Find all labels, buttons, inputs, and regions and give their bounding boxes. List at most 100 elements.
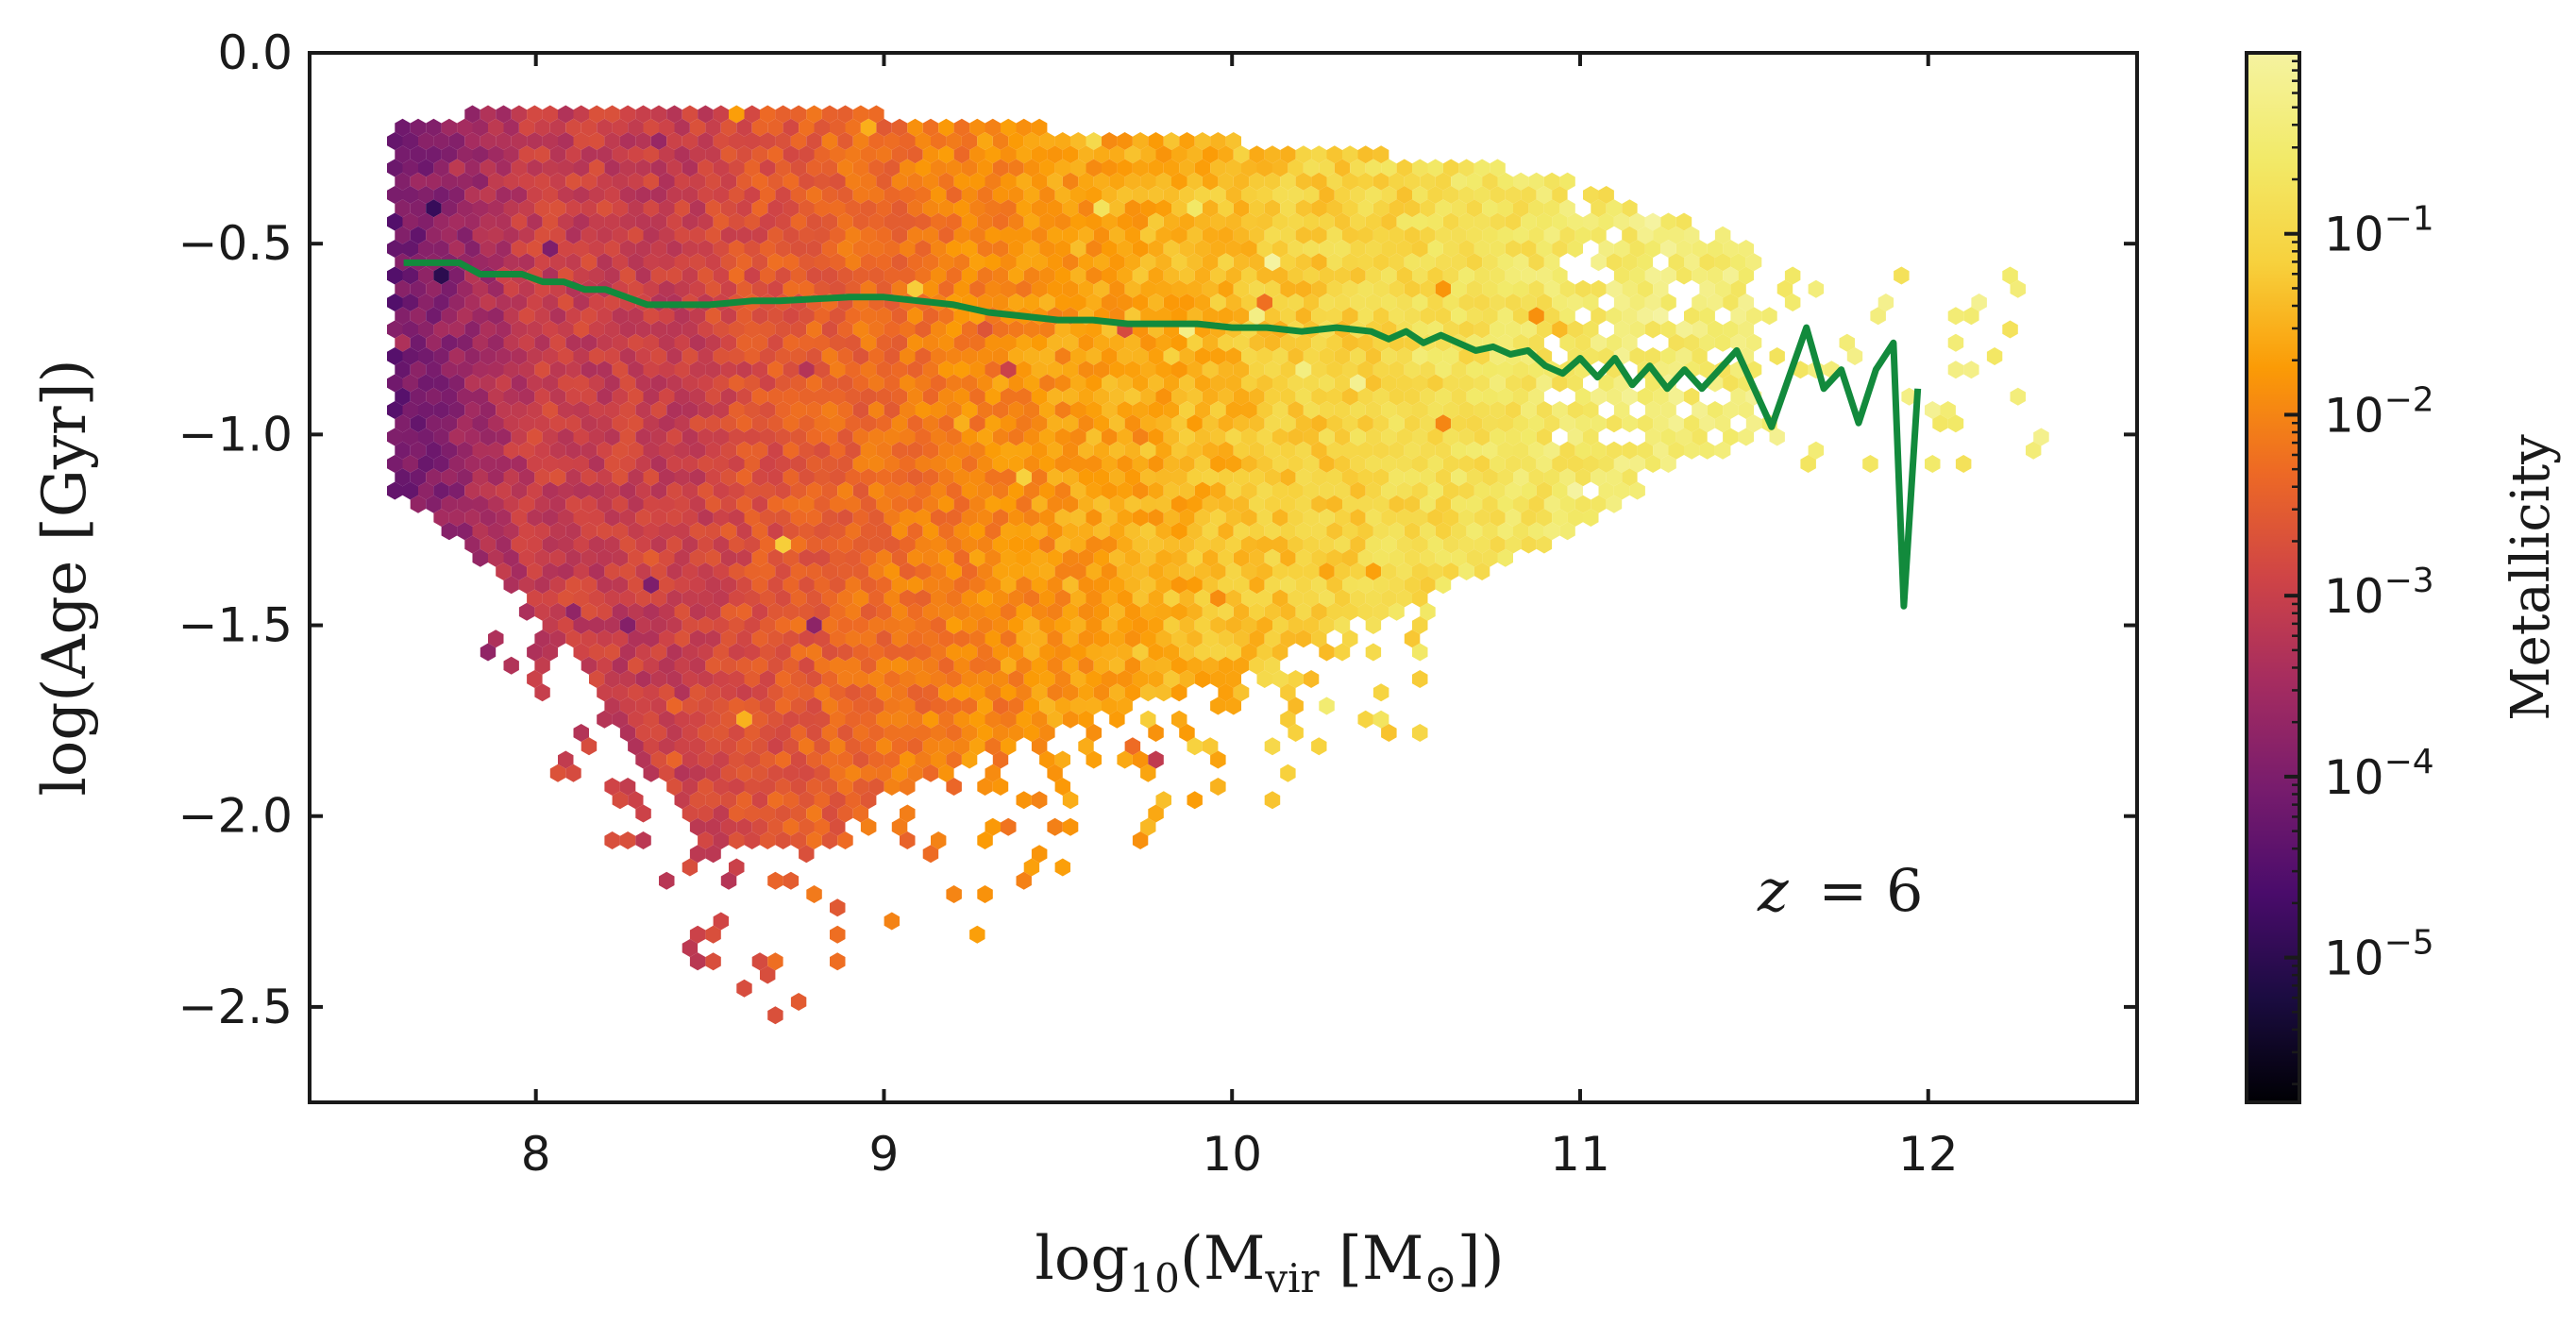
hexbin-cell: [1086, 266, 1102, 285]
hexbin-cell: [1350, 374, 1366, 393]
hexbin-cell: [783, 199, 800, 218]
hexbin-cell: [1311, 361, 1327, 379]
hexbin-cell: [767, 1006, 783, 1025]
hexbin-cell: [604, 535, 620, 554]
hexbin-cell: [1334, 643, 1351, 662]
hexbin-cell: [597, 656, 613, 675]
hexbin-cell: [860, 468, 877, 487]
hexbin-cell: [977, 509, 993, 527]
hexbin-cell: [565, 576, 581, 595]
hexbin-cell: [418, 374, 434, 393]
hexbin-cell: [1117, 374, 1133, 393]
hexbin-cell: [720, 441, 737, 460]
hexbin-cell: [1451, 441, 1467, 460]
hexbin-cell: [1288, 562, 1304, 580]
hexbin-cell: [1264, 333, 1281, 352]
hexbin-cell: [1132, 589, 1149, 608]
hexbin-cell: [1427, 562, 1443, 580]
hexbin-cell: [635, 401, 651, 419]
hexbin-cell: [1023, 697, 1040, 715]
hexbin-cell: [1202, 387, 1219, 406]
hexbin-cell: [558, 374, 574, 393]
hexbin-cell: [860, 522, 877, 541]
hexbin-cell: [1249, 279, 1265, 298]
hexbin-cell: [1210, 562, 1226, 580]
hexbin-cell: [931, 697, 947, 715]
hexbin-cell: [581, 441, 598, 460]
hexbin-cell: [931, 750, 947, 769]
hexbin-cell: [845, 710, 861, 729]
hexbin-cell: [1334, 455, 1351, 473]
hexbin-cell: [1093, 279, 1110, 298]
hexbin-cell: [1031, 253, 1048, 272]
hexbin-cell: [1925, 455, 1941, 473]
hexbin-cell: [488, 441, 504, 460]
hexbin-cell: [1086, 562, 1102, 580]
hexbin-cell: [565, 199, 581, 218]
hexbin-cell: [1280, 441, 1296, 460]
hexbin-cell: [1272, 294, 1288, 311]
hexbin-cell: [472, 361, 488, 379]
hexbin-cell: [448, 347, 465, 365]
hexbin-cell: [1210, 132, 1226, 150]
hexbin-cell: [713, 670, 729, 688]
hexbin-cell: [953, 307, 970, 326]
hexbin-cell: [961, 589, 978, 608]
hexbin-cell: [922, 656, 939, 675]
hexbin-cell: [1140, 495, 1156, 513]
hexbin-cell: [1404, 441, 1421, 460]
hexbin-cell: [457, 199, 473, 218]
hexbin-cell: [643, 172, 659, 191]
hexbin-cell: [985, 172, 1001, 191]
hexbin-cell: [775, 562, 791, 580]
hexbin-cell: [720, 145, 737, 164]
hexbin-cell: [767, 683, 783, 702]
hexbin-cell: [1117, 670, 1133, 688]
hexbin-cell: [891, 118, 908, 137]
hexbin-cell: [720, 333, 737, 352]
hexbin-cell: [1389, 414, 1405, 433]
hexbin-cell: [682, 697, 699, 715]
hexbin-cell: [1001, 226, 1017, 244]
hexbin-cell: [1163, 347, 1180, 365]
hexbin-cell: [705, 199, 721, 218]
hexbin-cell: [689, 764, 706, 782]
hexbin-cell: [1947, 414, 1964, 433]
hexbin-cell: [1536, 212, 1553, 231]
hexbin-cell: [736, 629, 752, 648]
hexbin-cell: [1233, 226, 1250, 244]
hexbin-cell: [589, 294, 605, 311]
hexbin-cell: [518, 253, 535, 272]
hexbin-cell: [1280, 145, 1296, 164]
hexbin-cell: [1319, 428, 1335, 446]
hexbin-cell: [573, 320, 589, 339]
hexbin-cell: [457, 118, 473, 137]
hexbin-cell: [1225, 374, 1241, 393]
hexbin-cell: [1163, 589, 1180, 608]
hexbin-cell: [1513, 414, 1529, 433]
hexbin-cell: [891, 361, 908, 379]
hexbin-cell: [1109, 333, 1125, 352]
hexbin-cell: [643, 279, 659, 298]
hexbin-cell: [1031, 495, 1048, 513]
hexbin-cell: [511, 132, 528, 150]
hexbin-cell: [1078, 226, 1094, 244]
hexbin-cell: [534, 522, 550, 541]
hexbin-cell: [884, 724, 900, 742]
hexbin-cell: [1008, 670, 1024, 688]
hexbin-cell: [1155, 226, 1171, 244]
hexbin-cell: [783, 817, 800, 836]
hexbin-cell: [511, 374, 528, 393]
hexbin-cell: [1342, 253, 1358, 272]
hexbin-cell: [961, 535, 978, 554]
hexbin-cell: [1528, 253, 1544, 272]
hexbin-cell: [682, 212, 699, 231]
hexbin-cell: [736, 602, 752, 621]
hexbin-cell: [821, 778, 838, 796]
hexbin-cell: [1543, 468, 1560, 487]
hexbin-cell: [433, 266, 449, 285]
hexbin-cell: [806, 186, 822, 204]
hexbin-cell: [891, 387, 908, 406]
hexbin-cell: [1001, 522, 1017, 541]
hexbin-cell: [1187, 387, 1203, 406]
